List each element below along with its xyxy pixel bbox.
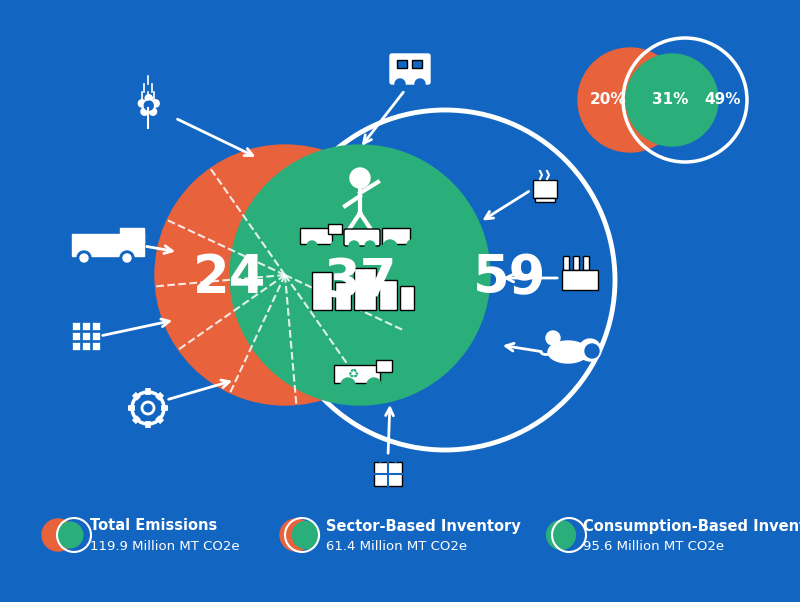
FancyBboxPatch shape bbox=[397, 60, 407, 68]
FancyBboxPatch shape bbox=[82, 332, 90, 340]
Circle shape bbox=[407, 240, 417, 250]
FancyBboxPatch shape bbox=[376, 360, 392, 372]
FancyBboxPatch shape bbox=[573, 256, 579, 270]
FancyBboxPatch shape bbox=[533, 180, 557, 198]
Circle shape bbox=[120, 251, 134, 265]
Circle shape bbox=[230, 145, 490, 405]
Circle shape bbox=[578, 48, 682, 152]
Circle shape bbox=[42, 519, 74, 551]
Text: 24: 24 bbox=[194, 252, 266, 304]
Text: 37: 37 bbox=[323, 256, 397, 308]
FancyBboxPatch shape bbox=[92, 332, 100, 340]
FancyBboxPatch shape bbox=[312, 272, 332, 310]
Circle shape bbox=[579, 339, 601, 361]
Circle shape bbox=[350, 168, 370, 188]
Text: 49%: 49% bbox=[705, 93, 742, 108]
Circle shape bbox=[365, 241, 375, 251]
FancyBboxPatch shape bbox=[344, 229, 380, 246]
FancyBboxPatch shape bbox=[328, 224, 342, 234]
Circle shape bbox=[331, 241, 341, 251]
FancyBboxPatch shape bbox=[72, 332, 80, 340]
Circle shape bbox=[80, 254, 88, 262]
Text: 59: 59 bbox=[474, 252, 546, 304]
Circle shape bbox=[123, 254, 131, 262]
FancyBboxPatch shape bbox=[562, 270, 598, 290]
Text: Consumption-Based Inventory: Consumption-Based Inventory bbox=[583, 518, 800, 533]
FancyBboxPatch shape bbox=[412, 60, 422, 68]
Circle shape bbox=[546, 331, 560, 345]
FancyBboxPatch shape bbox=[72, 234, 144, 256]
Circle shape bbox=[293, 521, 320, 548]
Circle shape bbox=[585, 344, 599, 358]
FancyBboxPatch shape bbox=[92, 322, 100, 330]
FancyBboxPatch shape bbox=[82, 322, 90, 330]
FancyBboxPatch shape bbox=[82, 342, 90, 350]
Text: 61.4 Million MT CO2e: 61.4 Million MT CO2e bbox=[326, 539, 467, 553]
Text: 20%: 20% bbox=[590, 93, 626, 108]
Circle shape bbox=[155, 145, 415, 405]
Circle shape bbox=[546, 521, 575, 550]
FancyBboxPatch shape bbox=[72, 322, 80, 330]
Circle shape bbox=[307, 241, 317, 251]
FancyBboxPatch shape bbox=[535, 198, 555, 202]
Circle shape bbox=[349, 241, 359, 251]
Text: Total Emissions: Total Emissions bbox=[90, 518, 218, 533]
Text: ✿: ✿ bbox=[135, 93, 161, 122]
FancyBboxPatch shape bbox=[72, 342, 80, 350]
FancyBboxPatch shape bbox=[92, 342, 100, 350]
FancyBboxPatch shape bbox=[354, 268, 376, 310]
FancyBboxPatch shape bbox=[400, 286, 414, 310]
FancyBboxPatch shape bbox=[583, 256, 589, 270]
Circle shape bbox=[383, 240, 397, 254]
Text: 31%: 31% bbox=[652, 93, 688, 108]
FancyBboxPatch shape bbox=[382, 228, 410, 244]
FancyBboxPatch shape bbox=[300, 228, 332, 244]
Circle shape bbox=[626, 54, 718, 146]
Text: 119.9 Million MT CO2e: 119.9 Million MT CO2e bbox=[90, 539, 240, 553]
Circle shape bbox=[415, 79, 425, 89]
FancyBboxPatch shape bbox=[335, 282, 351, 310]
FancyBboxPatch shape bbox=[374, 462, 402, 486]
FancyBboxPatch shape bbox=[120, 228, 144, 242]
Ellipse shape bbox=[548, 341, 588, 363]
Circle shape bbox=[367, 378, 381, 392]
FancyBboxPatch shape bbox=[379, 280, 397, 310]
Text: Sector-Based Inventory: Sector-Based Inventory bbox=[326, 518, 521, 533]
FancyBboxPatch shape bbox=[563, 256, 569, 270]
FancyBboxPatch shape bbox=[334, 365, 380, 383]
Circle shape bbox=[280, 519, 312, 551]
Circle shape bbox=[395, 79, 405, 89]
FancyBboxPatch shape bbox=[390, 54, 430, 84]
Text: ♻: ♻ bbox=[348, 367, 360, 380]
Circle shape bbox=[341, 378, 355, 392]
Circle shape bbox=[58, 522, 83, 548]
Circle shape bbox=[77, 251, 91, 265]
Text: 95.6 Million MT CO2e: 95.6 Million MT CO2e bbox=[583, 539, 724, 553]
